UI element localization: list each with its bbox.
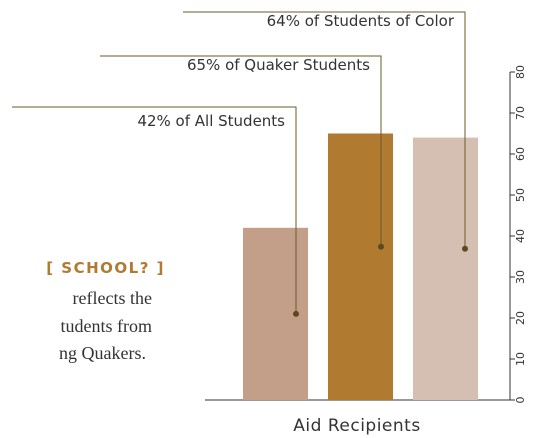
side-text: reflects the: [73, 288, 152, 308]
callout-dot: [462, 245, 468, 252]
y-tick-label: 50: [514, 188, 527, 202]
value-label: 64% of Students of Color: [267, 12, 455, 30]
y-tick-label: 10: [514, 352, 527, 366]
bar: [328, 133, 393, 400]
y-tick-label: 0: [514, 397, 527, 404]
x-axis-label: Aid Recipients: [293, 416, 420, 436]
y-tick-label: 20: [514, 311, 527, 325]
callout-line: [100, 55, 382, 247]
side-text: tudents from: [61, 316, 153, 336]
side-text: ng Quakers.: [59, 343, 146, 363]
value-label: 65% of Quaker Students: [187, 56, 370, 74]
side-heading: [ SCHOOL? ]: [46, 259, 165, 277]
callout-dot: [378, 243, 384, 250]
value-label: 42% of All Students: [137, 112, 285, 130]
y-tick-label: 80: [514, 65, 527, 79]
y-tick-label: 30: [514, 270, 527, 284]
callout-line: [12, 106, 297, 314]
callout-line: [183, 11, 466, 249]
callout-dot: [293, 310, 299, 317]
y-tick-label: 70: [514, 106, 527, 120]
y-tick-label: 60: [514, 147, 527, 161]
y-tick-label: 40: [514, 229, 527, 243]
bar: [413, 137, 478, 400]
